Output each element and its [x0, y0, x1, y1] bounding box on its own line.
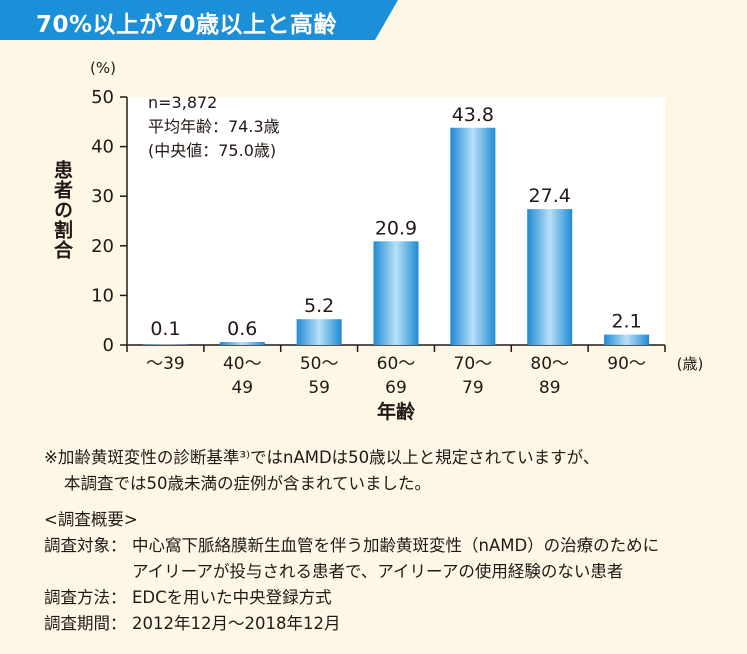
y-tick-label: 50 — [91, 87, 114, 108]
annotation-line: n=3,872 — [148, 93, 217, 112]
overview-target-value: 中心窩下脈絡膜新生血管を伴う加齢黄斑変性（nAMD）の治療のために アイリーアが… — [132, 533, 734, 585]
x-tick-label: 69 — [385, 378, 407, 398]
x-tick-label: 80〜 — [530, 354, 569, 374]
data-label: 2.1 — [611, 311, 641, 333]
bar — [527, 209, 573, 345]
y-axis-label: 患者の割合 — [51, 160, 73, 260]
y-tick-label: 20 — [91, 236, 114, 257]
bar-chart: 0 10 20 30 40 50 (%) 0.1 〜39 0.6 40〜 49 5.2 50〜 59 20.9… — [90, 59, 704, 423]
overview-period-label: 調査期間： — [44, 614, 127, 633]
x-tick-label: 40〜 — [223, 354, 262, 374]
annotation-line: 平均年齢：74.3歳 — [148, 117, 280, 136]
notes: ※加齢黄斑変性の診断基準³⁾ではnAMDは50歳以上と規定されていますが、 本調… — [44, 445, 734, 637]
y-tick-label: 10 — [91, 285, 114, 306]
overview-method-row: 調査方法： EDCを用いた中央登録方式 — [44, 585, 734, 611]
title-banner: 70%以上が70歳以上と高齢 — [0, 0, 747, 40]
annotation-line: (中央値：75.0歳) — [148, 141, 276, 160]
y-tick-label: 0 — [103, 335, 114, 356]
x-tick-label: 90〜 — [607, 354, 646, 374]
x-tick-label: 70〜 — [454, 354, 493, 374]
bar — [373, 241, 419, 345]
overview-target-label: 調査対象： — [44, 536, 127, 555]
overview-target-line-2: アイリーアが投与される患者で、アイリーアの使用経験のない患者 — [132, 562, 624, 581]
data-label: 20.9 — [375, 217, 417, 239]
footnote-line-2: 本調査では50歳未満の症例が含まれていました。 — [64, 474, 432, 493]
banner-shape — [0, 0, 398, 40]
bar — [296, 319, 342, 345]
x-tick-label: 79 — [462, 378, 484, 398]
x-tick-label: 60〜 — [377, 354, 416, 374]
overview-method-label: 調査方法： — [44, 588, 127, 607]
x-tick-label: 59 — [308, 378, 330, 398]
data-label: 0.1 — [150, 318, 180, 340]
x-axis-label: 年齢 — [377, 400, 416, 423]
data-label: 43.8 — [452, 104, 494, 126]
x-tick-label: 89 — [539, 378, 561, 398]
x-tick-label: 〜39 — [146, 354, 185, 374]
y-unit-label: (%) — [90, 59, 116, 77]
banner-title: 70%以上が70歳以上と高齢 — [36, 12, 338, 38]
overview-target-row: 調査対象： 中心窩下脈絡膜新生血管を伴う加齢黄斑変性（nAMD）の治療のために … — [44, 533, 734, 585]
data-label: 27.4 — [529, 185, 571, 207]
overview-heading: <調査概要> — [44, 510, 138, 529]
y-tick-label: 40 — [91, 137, 114, 158]
data-label: 5.2 — [304, 295, 334, 317]
y-tick-label: 30 — [91, 186, 114, 207]
bar — [219, 342, 265, 345]
bar — [604, 334, 650, 345]
x-tick-label: 49 — [231, 378, 253, 398]
data-label: 0.6 — [227, 318, 257, 340]
overview-period-value: 2012年12月〜2018年12月 — [132, 614, 341, 633]
overview-target-line-1: 中心窩下脈絡膜新生血管を伴う加齢黄斑変性（nAMD）の治療のために — [132, 536, 660, 555]
overview-method-value: EDCを用いた中央登録方式 — [132, 588, 332, 607]
x-tick-label: 50〜 — [300, 354, 339, 374]
overview-period-row: 調査期間： 2012年12月〜2018年12月 — [44, 611, 734, 637]
bar — [450, 127, 496, 345]
footnote-line-1: ※加齢黄斑変性の診断基準³⁾ではnAMDは50歳以上と規定されていますが、 — [44, 448, 600, 467]
x-unit-label: (歳) — [677, 355, 704, 373]
footnote: ※加齢黄斑変性の診断基準³⁾ではnAMDは50歳以上と規定されていますが、 本調… — [44, 445, 734, 497]
